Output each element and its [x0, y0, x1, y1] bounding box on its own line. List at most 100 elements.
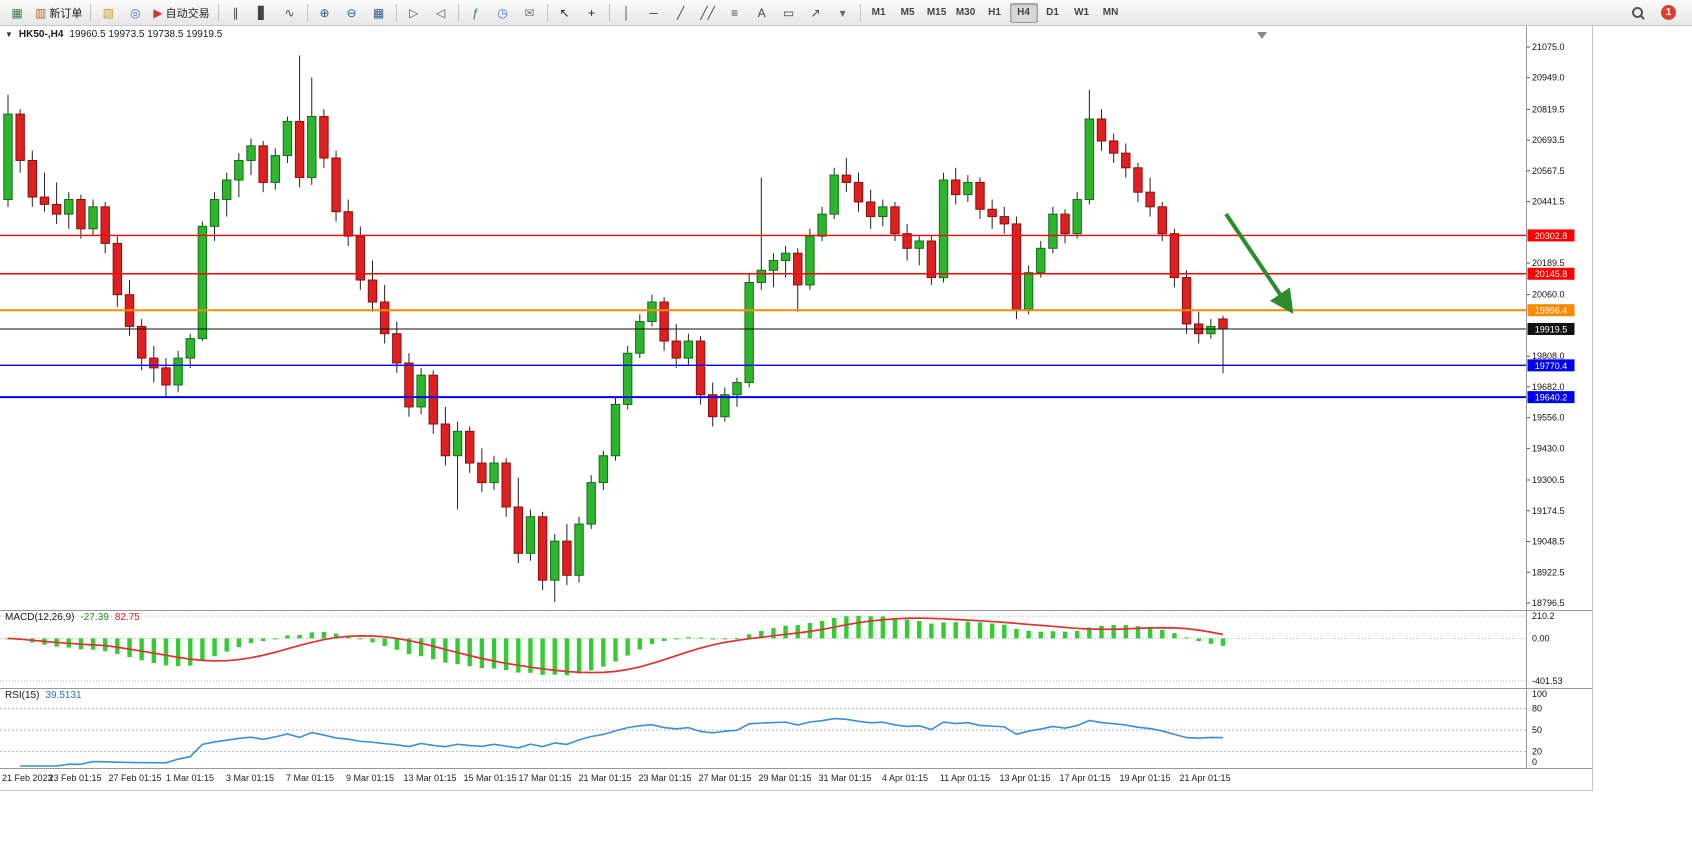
candle [525, 509, 536, 561]
candle [537, 511, 548, 590]
candle [136, 319, 147, 371]
candle [307, 77, 317, 185]
notification-badge[interactable]: 1 [1661, 5, 1676, 20]
svg-text:20567.5: 20567.5 [1532, 166, 1565, 176]
equidistant-channel-button[interactable]: ╱╱ [695, 2, 721, 24]
svg-text:100: 100 [1532, 689, 1547, 699]
new-order-label: 新订单 [49, 7, 83, 20]
strategy-tester-icon: ▧ [102, 5, 115, 20]
candle [890, 201, 900, 241]
horizontal-line-button[interactable]: ─ [641, 2, 667, 24]
fibonacci-button[interactable]: ≡ [722, 2, 748, 24]
panel-borders [0, 26, 1593, 791]
candle [452, 421, 463, 510]
candle [1011, 216, 1022, 320]
candle [744, 272, 754, 388]
search-button[interactable] [1625, 2, 1651, 24]
strategy-tester-button[interactable]: ▧ [95, 2, 121, 24]
candle [112, 236, 123, 307]
text-button[interactable]: A [749, 2, 775, 24]
svg-text:21 Feb 2023: 21 Feb 2023 [2, 773, 53, 783]
candle [64, 192, 74, 229]
timeframe-d1-button[interactable]: D1 [1046, 7, 1059, 18]
candle [768, 253, 779, 288]
chart-canvas[interactable]: 21075.0 20949.0 20819.5 20693.5 20567.5 20441… [0, 26, 1692, 854]
vertical-line-button[interactable]: │ [614, 2, 640, 24]
chart-shift-button[interactable]: ◁ [428, 2, 454, 24]
svg-text:20189.5: 20189.5 [1532, 258, 1565, 268]
bar-chart-button[interactable]: ∥ [223, 2, 249, 24]
candle [27, 150, 37, 207]
candle [404, 353, 414, 417]
candle [294, 55, 305, 188]
candle [39, 172, 50, 212]
new-chart-button[interactable]: ▦ [4, 2, 30, 24]
candle [610, 397, 621, 461]
candle [270, 148, 281, 190]
candle [222, 172, 232, 217]
chart-symbol-period: HK50-,H4 [18, 29, 64, 40]
candle [1218, 315, 1228, 374]
cursor-button[interactable]: ↖ [552, 2, 578, 24]
candle [963, 175, 973, 202]
crosshair-button[interactable]: + [579, 2, 605, 24]
price-axis: 21075.0 20949.0 20819.5 20693.5 20567.5 20441… [1526, 42, 1565, 608]
svg-text:9 Mar 01:15: 9 Mar 01:15 [346, 773, 394, 783]
support-line-orange[interactable]: 19996.4 [1527, 304, 1575, 317]
candle [1108, 133, 1119, 163]
new-chart-icon: ▦ [11, 5, 23, 20]
line-chart-icon: ∿ [284, 5, 295, 20]
periods-button[interactable]: ◷ [490, 2, 516, 24]
current-price-line[interactable]: 19919.5 [1527, 322, 1575, 335]
timeframe-m1-button[interactable]: M1 [871, 7, 886, 18]
bar-chart-icon: ∥ [232, 5, 239, 20]
resistance-line-upper[interactable]: 20302.8 [1527, 229, 1575, 242]
line-chart-button[interactable]: ∿ [277, 2, 303, 24]
terminal-button[interactable]: ◎ [122, 2, 148, 24]
zoom-out-button[interactable]: ⊖ [339, 2, 365, 24]
auto-trading-button[interactable]: ▶ 自动交易 [149, 2, 213, 24]
trendline-button[interactable]: ╱ [668, 2, 694, 24]
mail-button[interactable]: ✉ [517, 2, 543, 24]
candlestick-chart-button[interactable]: ▋ [250, 2, 276, 24]
candle [319, 109, 329, 168]
candle [793, 248, 803, 312]
timeframe-m5-button[interactable]: M5 [900, 7, 915, 18]
collapse-triangle-icon[interactable]: ▼ [5, 30, 13, 39]
candle [683, 333, 694, 366]
svg-text:21 Mar 01:15: 21 Mar 01:15 [578, 773, 631, 783]
candle [343, 199, 353, 246]
svg-text:4 Apr 01:15: 4 Apr 01:15 [882, 773, 928, 783]
arrows-dropdown-button[interactable]: ▾ [830, 2, 856, 24]
timeframe-m15-button[interactable]: M15 [926, 7, 947, 18]
timeframe-m30-button[interactable]: M30 [955, 7, 976, 18]
timeframe-mn-button[interactable]: MN [1102, 7, 1119, 18]
candle [197, 221, 208, 342]
auto-scroll-button[interactable]: ▷ [401, 2, 427, 24]
tile-windows-button[interactable]: ▦ [366, 2, 392, 24]
trend-arrow[interactable] [1224, 212, 1294, 314]
timeframe-h4-button[interactable]: H4 [1009, 2, 1038, 23]
chart-shift-marker[interactable] [1257, 32, 1267, 39]
timeframe-w1-button[interactable]: W1 [1074, 7, 1090, 18]
candle [1048, 206, 1058, 254]
text-label-button[interactable]: ▭ [776, 2, 802, 24]
support-line-blue-lower[interactable]: 19640.2 [1527, 391, 1575, 404]
toolbar-separator [217, 4, 219, 21]
candle [392, 321, 402, 373]
zoom-in-button[interactable]: ⊕ [312, 2, 338, 24]
timeframe-h1-button[interactable]: H1 [988, 7, 1001, 18]
candle [756, 177, 766, 290]
candle [465, 426, 475, 473]
fibonacci-icon: ≡ [731, 5, 739, 20]
candle [15, 109, 25, 173]
terminal-icon: ◎ [130, 5, 141, 20]
resistance-line-lower[interactable]: 20145.8 [1527, 267, 1575, 280]
new-order-button[interactable]: ▥ 新订单 [31, 2, 86, 24]
indicators-button[interactable]: ƒ [463, 2, 489, 24]
svg-text:19300.5: 19300.5 [1532, 475, 1565, 485]
support-line-blue-upper[interactable]: 19770.4 [1527, 359, 1575, 372]
arrows-button[interactable]: ↗ [803, 2, 829, 24]
candle [586, 475, 596, 529]
macd-panel: 210.2 0.00 -401.53 [0, 611, 1563, 686]
